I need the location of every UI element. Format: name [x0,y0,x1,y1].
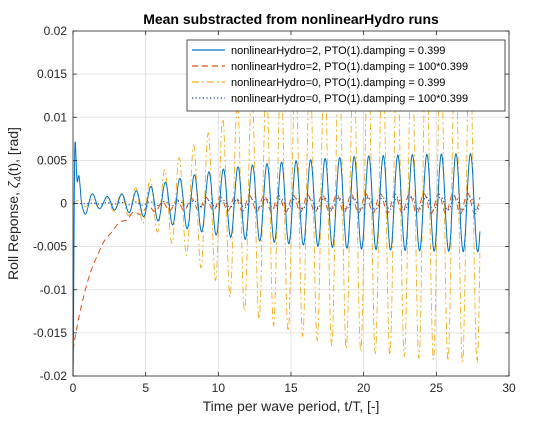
y-axis-label-main: Roll Reponse, [5,188,21,280]
legend-label-3: nonlinearHydro=0, PTO(1).damping = 0.399 [231,77,445,89]
y-tick-label: -0.005 [33,240,67,254]
legend-label-2: nonlinearHydro=2, PTO(1).damping = 100*0… [231,61,468,73]
legend-box [186,39,506,112]
y-tick-label: -0.015 [33,326,67,340]
x-tick-labels: 0 5 10 15 20 25 30 [70,381,516,395]
y-tick-label: -0.01 [40,283,68,297]
y-axis-label: Roll Reponse, ζ4(t), [rad] [5,127,24,280]
legend-label-1: nonlinearHydro=2, PTO(1).damping = 0.399 [231,45,445,57]
legend-label-4: nonlinearHydro=0, PTO(1).damping = 100*0… [231,93,468,105]
y-tick-label: -0.02 [40,369,68,383]
x-tick-label: 10 [212,381,226,395]
y-tick-label: 0 [60,197,67,211]
y-axis-label-tail: (t), [rad] [5,127,21,176]
y-axis-label-subscript: 4 [13,176,24,182]
y-tick-labels: -0.02 -0.015 -0.01 -0.005 0 0.005 0.01 0.015 0.0… [33,24,67,383]
series-line-1 [72,141,481,377]
ticks [72,30,510,377]
x-tick-label: 30 [502,381,516,395]
x-axis-label: Time per wave period, t/T, [-] [203,398,380,414]
y-axis-label-symbol: ζ [5,180,21,188]
chart-title: Mean substracted from nonlinearHydro run… [143,11,439,27]
y-tick-label: 0.015 [37,67,67,81]
legend-items: nonlinearHydro=2, PTO(1).damping = 0.399… [192,45,468,105]
x-tick-label: 0 [70,381,77,395]
y-tick-label: 0.01 [44,110,68,124]
series-line-3 [72,44,481,363]
x-tick-label: 20 [357,381,371,395]
y-tick-label: 0.02 [44,24,68,38]
series-group [72,44,481,377]
x-tick-label: 5 [142,381,149,395]
y-tick-label: 0.005 [37,153,67,167]
legend: nonlinearHydro=2, PTO(1).damping = 0.399… [186,39,506,112]
x-tick-label: 25 [430,381,444,395]
x-tick-label: 15 [284,381,298,395]
